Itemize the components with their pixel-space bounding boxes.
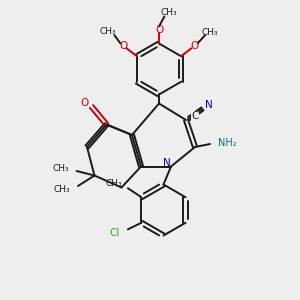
Text: NH₂: NH₂	[218, 138, 237, 148]
Text: CH₃: CH₃	[160, 8, 177, 17]
Text: C: C	[191, 111, 199, 122]
Text: N: N	[205, 100, 213, 110]
Text: CH₃: CH₃	[52, 164, 69, 173]
Text: O: O	[155, 25, 163, 35]
Text: CH₃: CH₃	[54, 185, 70, 194]
Text: O: O	[119, 41, 128, 51]
Text: Cl: Cl	[110, 228, 120, 238]
Text: N: N	[163, 158, 170, 168]
Text: O: O	[81, 98, 89, 109]
Text: O: O	[190, 41, 199, 51]
Text: CH₃: CH₃	[105, 179, 122, 188]
Text: CH₃: CH₃	[202, 28, 218, 37]
Text: CH₃: CH₃	[100, 27, 116, 36]
